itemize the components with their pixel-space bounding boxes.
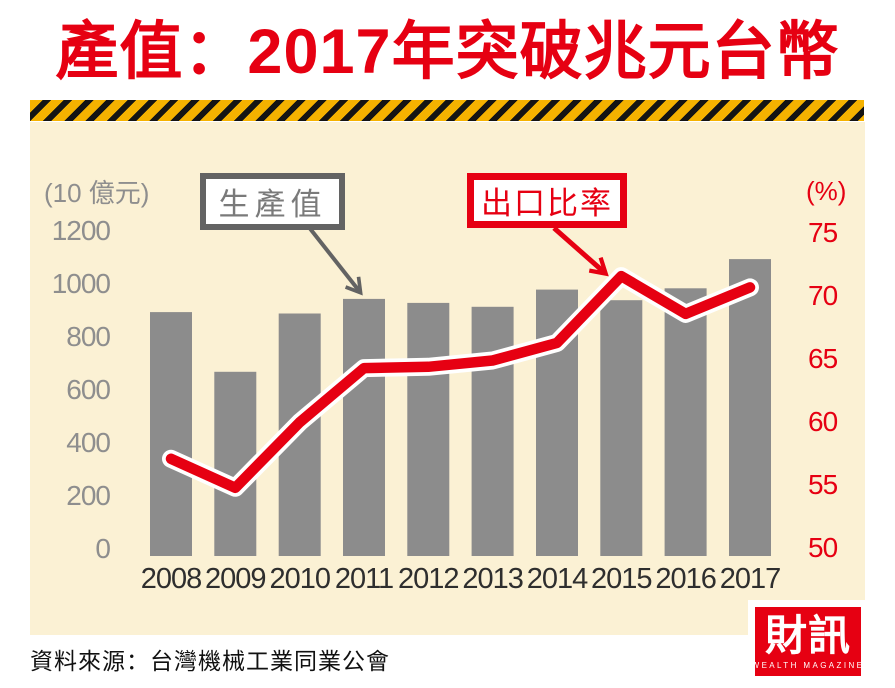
- svg-text:2009: 2009: [205, 563, 266, 595]
- legend-production-label: 生產值: [218, 187, 327, 222]
- svg-text:600: 600: [66, 374, 110, 405]
- svg-text:2014: 2014: [527, 563, 588, 595]
- svg-text:0: 0: [95, 533, 110, 564]
- svg-text:2010: 2010: [269, 563, 330, 595]
- svg-text:400: 400: [66, 427, 110, 458]
- wealth-magazine-logo: 財訊 WEALTH MAGAZINE: [748, 600, 868, 683]
- bar-2016: [664, 288, 707, 556]
- bar-2011: [343, 298, 385, 556]
- logo-box: 財訊 WEALTH MAGAZINE: [752, 607, 862, 676]
- svg-text:1000: 1000: [52, 268, 111, 299]
- bar-2015: [600, 300, 643, 556]
- svg-text:2008: 2008: [141, 563, 202, 595]
- legend-export-label: 出口比率: [481, 186, 613, 221]
- svg-text:2015: 2015: [591, 563, 652, 595]
- bar-2017: [729, 259, 771, 556]
- logo-title: 財訊: [764, 611, 851, 659]
- svg-text:(%): (%): [806, 176, 846, 206]
- svg-text:75: 75: [808, 217, 838, 248]
- page-title: 產值：2017年突破兆元台幣: [55, 17, 840, 87]
- svg-text:(10 億元): (10 億元): [44, 178, 149, 208]
- legend-arrow-export: [552, 226, 609, 277]
- logo-subtitle: WEALTH MAGAZINE: [751, 660, 865, 670]
- svg-text:800: 800: [66, 321, 110, 352]
- chart-area: (10 億元) 0 200 400 600 800 1000 1200 (%) 50 55 60 65…: [30, 122, 865, 635]
- x-axis-labels: 2008 2009 2010 2011 2012 2013 2014 2015 2016 2017: [141, 563, 782, 595]
- left-axis: (10 億元) 0 200 400 600 800 1000 1200: [44, 178, 149, 564]
- legend-arrow-production: [306, 224, 363, 296]
- svg-text:1200: 1200: [52, 215, 111, 246]
- bar-2013: [471, 306, 514, 556]
- svg-text:2011: 2011: [335, 563, 393, 595]
- svg-text:2012: 2012: [398, 563, 459, 595]
- hazard-stripe: [30, 100, 864, 121]
- bar-2012: [407, 302, 450, 556]
- right-axis: (%) 50 55 60 65 70 75: [806, 176, 846, 563]
- legend-export-ratio: 出口比率: [467, 173, 627, 228]
- svg-text:65: 65: [808, 343, 838, 374]
- combo-chart: (10 億元) 0 200 400 600 800 1000 1200 (%) 50 55 60 65…: [44, 176, 846, 595]
- svg-text:70: 70: [808, 280, 838, 311]
- svg-text:50: 50: [808, 532, 838, 563]
- legend-production-value: 生產值: [200, 173, 345, 230]
- svg-text:2017: 2017: [720, 563, 781, 595]
- svg-text:60: 60: [808, 406, 838, 437]
- svg-text:2016: 2016: [655, 563, 716, 595]
- production-bars: [150, 259, 771, 556]
- export-ratio-line: [162, 267, 759, 497]
- svg-text:55: 55: [808, 469, 838, 500]
- bar-2008: [150, 312, 192, 556]
- svg-text:2013: 2013: [462, 563, 523, 595]
- svg-text:200: 200: [66, 480, 110, 511]
- source-note: 資料來源：台灣機械工業同業公會: [30, 648, 390, 674]
